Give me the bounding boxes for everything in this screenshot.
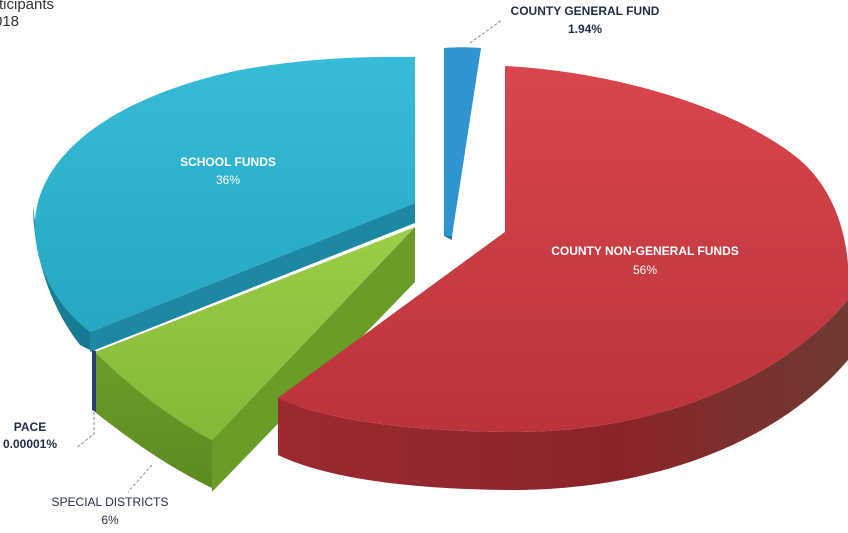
slice-special-districts: [95, 227, 415, 492]
slice-county-non-general-funds: [278, 66, 848, 490]
label-pace: PACE: [14, 420, 46, 434]
value-county-general-fund: 1.94%: [568, 22, 602, 36]
label-special-districts: SPECIAL DISTRICTS: [52, 495, 169, 509]
value-pace: 0.00001%: [3, 437, 57, 451]
slice-county-general-fund: [444, 47, 481, 240]
slice-school-funds: [33, 56, 415, 352]
value-school-funds: 36%: [216, 173, 240, 187]
label-school-funds: SCHOOL FUNDS: [180, 155, 276, 169]
slice-county-non-general-funds-side: [278, 300, 848, 490]
slice-school-funds-top: [34, 56, 415, 332]
value-special-districts: 6%: [101, 513, 119, 527]
slice-school-funds-inner-wall: [90, 203, 415, 352]
slice-school-funds-side: [33, 205, 90, 350]
label-county-non-general-funds: COUNTY NON-GENERAL FUNDS: [551, 244, 739, 258]
slice-special-districts-side: [95, 352, 212, 488]
leader-line-special-districts: [127, 464, 153, 493]
value-county-non-general-funds: 56%: [633, 263, 657, 277]
slice-pace: [92, 350, 96, 412]
slice-special-districts-inner-wall: [212, 227, 415, 492]
leader-line-county-general-fund: [469, 19, 503, 44]
chart-title-line-1: rticipants: [0, 0, 55, 13]
slice-county-general-fund-top: [444, 47, 481, 236]
slice-county-non-general-funds-top: [278, 66, 848, 432]
slice-special-districts-top: [95, 227, 415, 440]
leader-line-pace: [75, 412, 95, 449]
chart-title-line-2: 018: [0, 13, 20, 30]
label-county-general-fund: COUNTY GENERAL FUND: [511, 4, 660, 18]
